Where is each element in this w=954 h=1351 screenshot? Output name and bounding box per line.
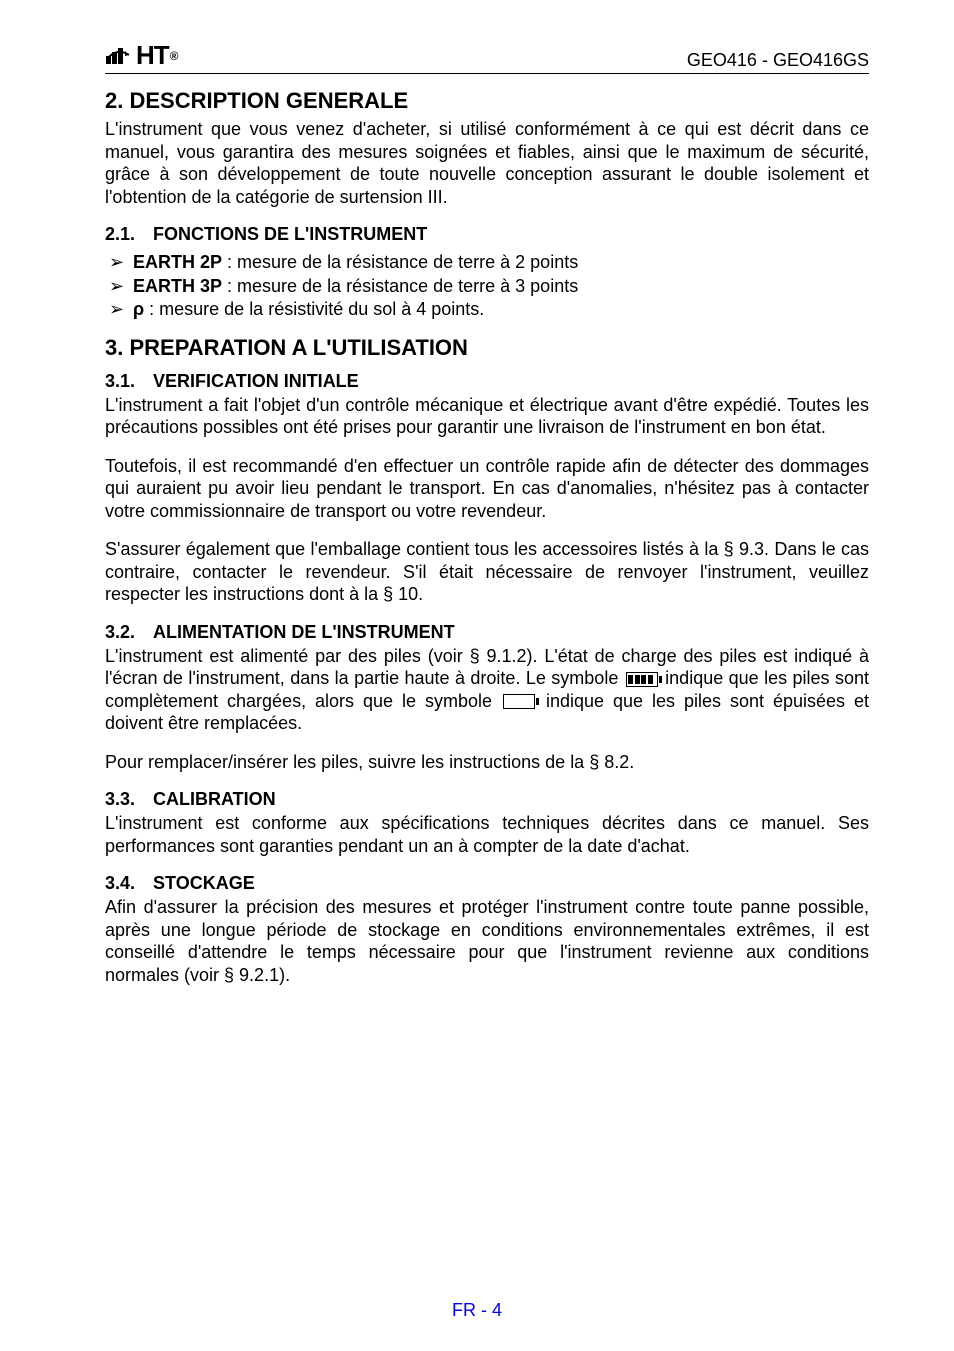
section-3-2-title: 3.2. ALIMENTATION DE L'INSTRUMENT xyxy=(105,622,869,643)
section-3-1-p3: S'assurer également que l'emballage cont… xyxy=(105,538,869,606)
section-3-title: 3. PREPARATION A L'UTILISATION xyxy=(105,335,869,361)
list-item: EARTH 3P : mesure de la résistance de te… xyxy=(105,275,869,298)
item-bold: EARTH 2P xyxy=(133,252,222,272)
battery-full-icon xyxy=(626,672,658,687)
page-header: HT® GEO416 - GEO416GS xyxy=(105,40,869,74)
logo-mark-icon xyxy=(105,45,135,67)
section-2-1-title: 2.1. FONCTIONS DE L'INSTRUMENT xyxy=(105,224,869,245)
battery-empty-icon xyxy=(503,694,535,709)
page-container: HT® GEO416 - GEO416GS 2. DESCRIPTION GEN… xyxy=(0,0,954,1351)
functions-list: EARTH 2P : mesure de la résistance de te… xyxy=(105,251,869,321)
section-3-3-title: 3.3. CALIBRATION xyxy=(105,789,869,810)
section-3-1-title: 3.1. VERIFICATION INITIALE xyxy=(105,371,869,392)
section-3-3-p1: L'instrument est conforme aux spécificat… xyxy=(105,812,869,857)
section-2-intro: L'instrument que vous venez d'acheter, s… xyxy=(105,118,869,208)
item-bold: ρ xyxy=(133,299,144,319)
section-3-1-p2: Toutefois, il est recommandé d'en effect… xyxy=(105,455,869,523)
item-text: : mesure de la résistance de terre à 3 p… xyxy=(222,276,578,296)
section-3-2-p1: L'instrument est alimenté par des piles … xyxy=(105,645,869,735)
item-text: : mesure de la résistivité du sol à 4 po… xyxy=(144,299,484,319)
list-item: EARTH 2P : mesure de la résistance de te… xyxy=(105,251,869,274)
document-id: GEO416 - GEO416GS xyxy=(687,50,869,71)
list-item: ρ : mesure de la résistivité du sol à 4 … xyxy=(105,298,869,321)
item-bold: EARTH 3P xyxy=(133,276,222,296)
section-3-1-p1: L'instrument a fait l'objet d'un contrôl… xyxy=(105,394,869,439)
section-2-title: 2. DESCRIPTION GENERALE xyxy=(105,88,869,114)
brand-logo: HT® xyxy=(105,40,178,71)
page-footer: FR - 4 xyxy=(0,1300,954,1321)
section-3-4-title: 3.4. STOCKAGE xyxy=(105,873,869,894)
item-text: : mesure de la résistance de terre à 2 p… xyxy=(222,252,578,272)
logo-text: HT xyxy=(136,40,169,71)
section-3-2-p2: Pour remplacer/insérer les piles, suivre… xyxy=(105,751,869,774)
section-3-4-p1: Afin d'assurer la précision des mesures … xyxy=(105,896,869,986)
